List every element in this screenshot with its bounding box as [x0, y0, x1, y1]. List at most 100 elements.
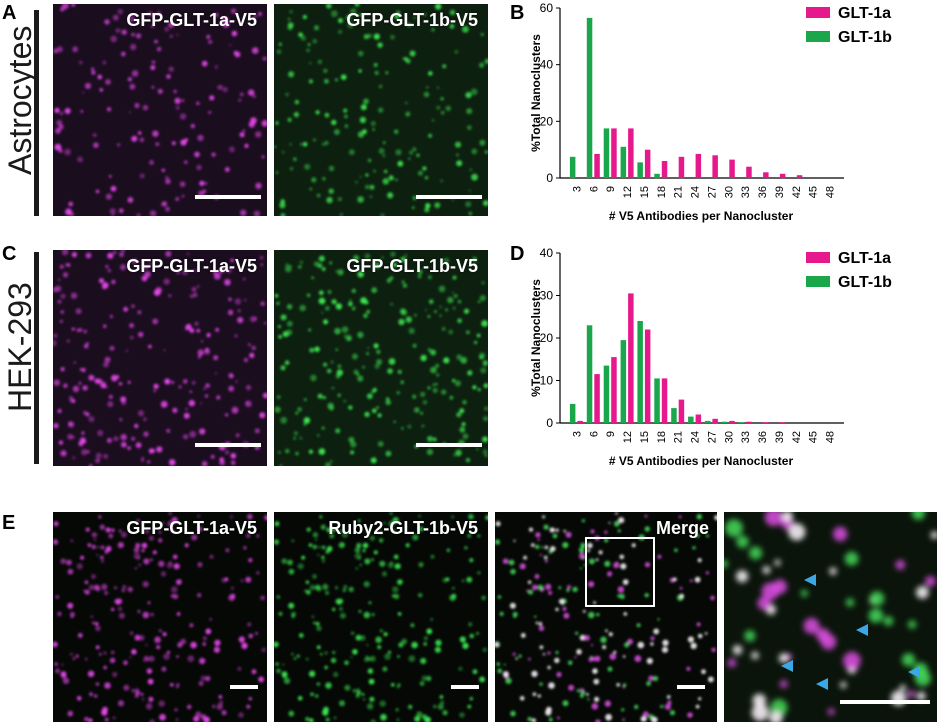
micrograph-hek-glt1b-canvas — [274, 250, 488, 466]
legend-label-glt-1a: GLT-1a — [838, 5, 891, 22]
micrograph-e-zoom — [724, 512, 937, 722]
scale-bar — [840, 700, 930, 704]
bar-glt-1b-21 — [671, 408, 677, 423]
arrowhead-icon — [816, 678, 828, 690]
bar-glt-1a-18 — [661, 161, 668, 178]
bar-glt-1a-42 — [796, 175, 803, 178]
micrograph-label: GFP-GLT-1a-V5 — [126, 256, 257, 276]
micrograph-astro-glt1a: GFP-GLT-1a-V5 — [53, 4, 267, 216]
legend-swatch-glt-1b — [806, 276, 830, 287]
panel-letter-e: E — [2, 512, 16, 534]
x-tick-label: 45 — [808, 431, 820, 443]
x-tick-label: 3 — [571, 431, 583, 437]
x-tick-label: 9 — [605, 431, 617, 437]
panel-letter-b: B — [510, 2, 525, 24]
y-tick-label: 0 — [546, 171, 553, 185]
x-tick-label: 24 — [690, 431, 702, 443]
y-tick-label: 20 — [540, 114, 554, 128]
legend-label-glt-1a: GLT-1a — [838, 250, 891, 267]
y-tick-label: 30 — [540, 289, 554, 303]
micrograph-label: Merge — [655, 518, 709, 538]
y-axis-label: %Total Nanoclusters — [529, 279, 543, 397]
chart-d: 0 10 20 30 40 %Total Nanoclusters 3 6 9 12 15 18 21 2… — [510, 245, 941, 475]
bar-glt-1b-6 — [586, 17, 593, 179]
bar-glt-1b-18 — [654, 173, 660, 179]
bar-glt-1a-3 — [577, 420, 583, 423]
bar-glt-1b-27 — [704, 420, 711, 423]
micrograph-label: Ruby2-GLT-1b-V5 — [328, 518, 478, 538]
panel-letter-d: D — [510, 243, 525, 265]
scale-bar — [677, 685, 705, 689]
x-axis-label: # V5 Antibodies per Nanocluster — [609, 209, 794, 223]
x-tick-label: 36 — [757, 186, 769, 198]
micrograph-e-glt1a: GFP-GLT-1a-V5 — [53, 512, 267, 722]
bar-glt-1a-12 — [628, 128, 634, 178]
micrograph-e-merge: Merge — [495, 512, 717, 722]
bar-glt-1b-12 — [620, 146, 627, 178]
x-tick-label: 48 — [825, 431, 837, 443]
legend-swatch-glt-1a — [806, 252, 830, 263]
x-tick-label: 6 — [588, 431, 600, 437]
legend-swatch-glt-1b — [806, 31, 830, 42]
legend-label-glt-1b: GLT-1b — [838, 274, 892, 291]
x-tick-label: 12 — [622, 431, 634, 443]
x-tick-label: 30 — [723, 431, 735, 443]
x-tick-label: 12 — [622, 186, 634, 198]
bar-glt-1a-6 — [594, 153, 600, 178]
scale-bar — [230, 685, 258, 689]
x-tick-label: 39 — [774, 431, 786, 443]
y-tick-label: 0 — [546, 416, 553, 430]
x-tick-label: 6 — [588, 186, 600, 192]
x-tick-label: 30 — [723, 186, 735, 198]
x-tick-label: 27 — [706, 431, 718, 443]
bar-glt-1b-9 — [603, 365, 610, 423]
bar-glt-1a-24 — [695, 153, 702, 178]
bar-glt-1a-36 — [763, 422, 769, 423]
bar-glt-1a-18 — [661, 378, 668, 423]
micrograph-astro-glt1b-canvas — [274, 4, 488, 216]
bar-glt-1a-39 — [779, 173, 786, 179]
bar-glt-1a-21 — [678, 399, 685, 423]
y-axis-label: %Total Nanoclusters — [529, 34, 543, 152]
scale-bar — [451, 685, 479, 689]
micrograph-label: GFP-GLT-1a-V5 — [126, 518, 257, 538]
x-tick-label: 42 — [791, 186, 803, 198]
x-tick-label: 45 — [808, 186, 820, 198]
row-label-astrocytes: Astrocytes — [2, 25, 38, 175]
micrograph-e-glt1b-canvas — [274, 512, 488, 722]
legend-label-glt-1b: GLT-1b — [838, 29, 892, 46]
scale-bar — [416, 195, 482, 199]
bar-glt-1b-30 — [721, 421, 728, 423]
bar-glt-1a-9 — [611, 128, 617, 178]
bar-glt-1b-18 — [654, 378, 660, 423]
x-tick-label: 39 — [774, 186, 786, 198]
arrowhead-icon — [908, 666, 920, 678]
bar-glt-1b-3 — [569, 156, 576, 179]
bar-glt-1b-15 — [637, 162, 643, 178]
x-tick-label: 18 — [656, 186, 668, 198]
bar-glt-1b-3 — [569, 403, 576, 423]
bar-glt-1a-15 — [644, 149, 651, 178]
x-tick-label: 48 — [825, 186, 837, 198]
x-tick-label: 21 — [673, 186, 685, 198]
bar-glt-1b-12 — [620, 340, 627, 423]
x-tick-label: 24 — [690, 186, 702, 198]
bar-glt-1a-21 — [678, 156, 685, 179]
bar-glt-1a-27 — [712, 418, 718, 424]
x-tick-label: 33 — [740, 431, 752, 443]
panel-letter-a: A — [2, 2, 17, 24]
y-tick-label: 10 — [540, 374, 554, 388]
bar-glt-1b-24 — [688, 416, 694, 423]
x-tick-label: 21 — [673, 431, 685, 443]
x-tick-label: 9 — [605, 186, 617, 192]
legend-swatch-glt-1a — [806, 7, 830, 18]
bar-glt-1a-24 — [695, 414, 702, 423]
chart-b: 0 20 40 60 %Total Nanoclusters 3 6 9 12 15 18 21 24 2… — [510, 0, 941, 230]
bar-glt-1a-36 — [763, 172, 769, 178]
bar-glt-1b-33 — [738, 422, 745, 423]
micrograph-e-glt1b: Ruby2-GLT-1b-V5 — [274, 512, 488, 722]
bar-glt-1a-12 — [628, 293, 634, 423]
micrograph-hek-glt1a: GFP-GLT-1a-V5 — [53, 250, 267, 466]
